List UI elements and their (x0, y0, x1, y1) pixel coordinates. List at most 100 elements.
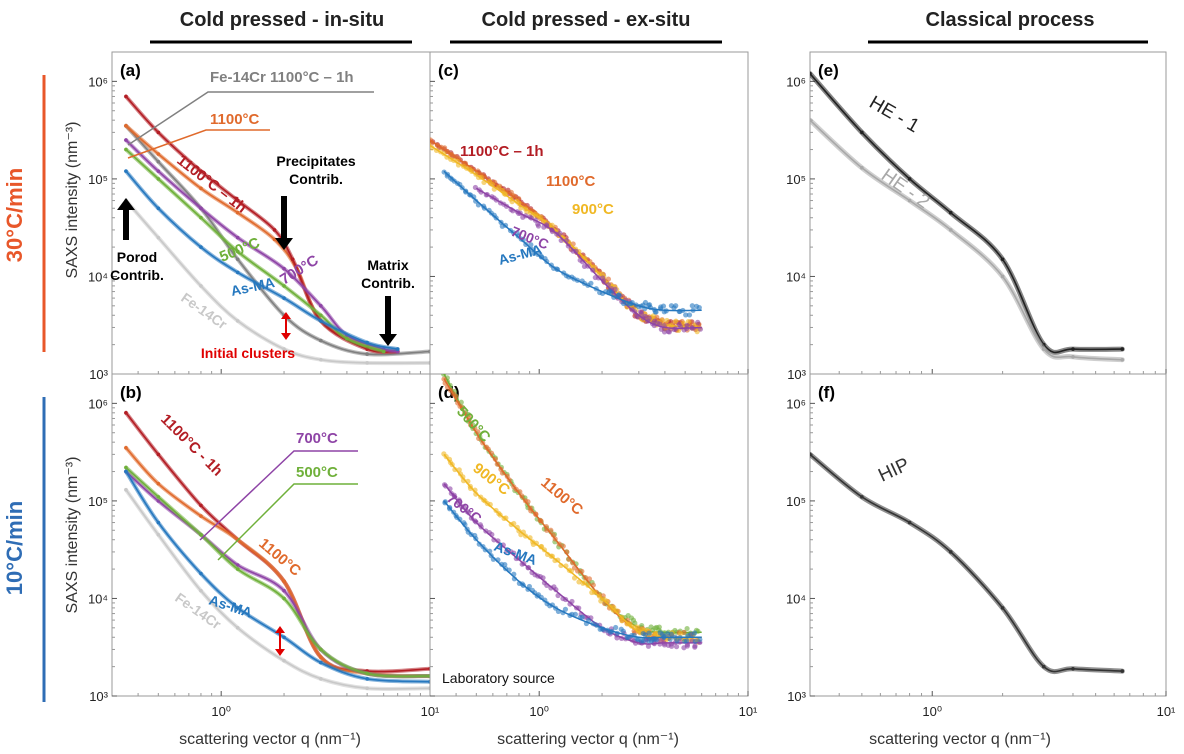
data-point (282, 284, 286, 288)
x-tick-label: 10¹ (421, 704, 440, 719)
series-data (810, 451, 1125, 675)
series-fit-line (475, 187, 702, 330)
data-point (696, 304, 702, 311)
series-label: 500°C (453, 403, 494, 446)
data-point (907, 198, 912, 203)
data-point (199, 284, 203, 288)
y-tick-label: 10⁵ (88, 494, 108, 509)
series-fit-line (810, 73, 1123, 354)
initial-clusters-arrow-b-head-up (275, 626, 285, 633)
data-point (686, 312, 693, 318)
data-point (199, 588, 203, 593)
series-1100-c-1h (124, 94, 400, 355)
data-point (345, 336, 349, 341)
data-point (199, 514, 203, 518)
series-data (124, 487, 430, 692)
series-data (124, 169, 400, 352)
series-label: Contrib. (361, 275, 415, 291)
series-label: 900°C (572, 201, 614, 218)
y-tick-label: 10³ (89, 689, 108, 704)
data-point (319, 660, 323, 665)
series-fit-line (125, 471, 430, 683)
data-point (365, 361, 369, 365)
data-point (156, 152, 161, 156)
data-point (562, 606, 569, 612)
matrix-arrow-head (379, 334, 397, 346)
data-point (466, 510, 472, 516)
series-label: 1100°C - 1h (157, 411, 226, 480)
data-point (646, 630, 652, 636)
data-point (467, 485, 474, 491)
x-tick-label: 10⁰ (529, 704, 549, 719)
series-label: As-MA (229, 274, 276, 299)
data-point (124, 446, 128, 450)
data-point (156, 177, 161, 181)
data-point (156, 159, 161, 164)
data-point (272, 228, 277, 232)
y-tick-label: 10³ (787, 689, 806, 704)
series-fit-line (125, 466, 430, 678)
data-point (660, 303, 667, 309)
series-label: 1100°C (546, 173, 596, 190)
data-point (156, 520, 161, 525)
data-point (608, 289, 614, 296)
x-tick-label: 10⁰ (922, 704, 942, 719)
data-point (695, 319, 701, 325)
source-annotation: Laboratory source (442, 670, 555, 686)
data-point (124, 469, 128, 474)
series-label: Contrib. (110, 267, 164, 283)
y-tick-label: 10⁴ (88, 269, 108, 284)
data-point (528, 242, 534, 248)
data-point (684, 625, 690, 632)
data-point (697, 636, 703, 643)
data-point (645, 643, 652, 649)
data-point (638, 310, 645, 317)
leader-line-500 (217, 483, 358, 561)
data-point (1041, 664, 1046, 669)
series-label: 1100°C – 1h (460, 143, 544, 160)
data-point (319, 304, 323, 308)
axes-box (429, 373, 749, 697)
series-label: Fe-14Cr (178, 289, 230, 332)
data-point (365, 352, 369, 356)
data-point (810, 118, 812, 122)
data-point (907, 177, 912, 181)
data-point (156, 452, 161, 457)
data-point (1000, 606, 1005, 610)
panel-letter: (b) (120, 383, 142, 402)
y-tick-label: 10⁵ (786, 172, 806, 187)
data-point (156, 169, 161, 173)
data-point (579, 614, 585, 620)
series-as-ma (124, 469, 430, 684)
data-point (235, 198, 240, 203)
series-label: As-MA (497, 241, 544, 268)
data-point (668, 631, 674, 637)
data-point (319, 357, 323, 362)
series-500-c (124, 147, 386, 354)
data-point (860, 130, 864, 135)
data-point (235, 606, 240, 610)
plot-area (810, 71, 1125, 363)
data-point (646, 315, 652, 321)
panel-letter: (c) (438, 61, 459, 80)
y-tick-label: 10⁶ (786, 74, 806, 89)
series-fit-line (125, 148, 384, 353)
series-700-c (472, 184, 704, 335)
plot-area (124, 410, 430, 692)
data-point (674, 638, 680, 644)
panel-b: 10³ 10⁴ 10⁵ 10⁶ 10⁰ 10¹ (b) 1100°C - 1h 700°C 500… (88, 373, 440, 719)
data-point (1120, 347, 1125, 351)
data-point (1071, 667, 1075, 671)
x-tick-label: 10¹ (1157, 704, 1176, 719)
panel-letter: (e) (818, 61, 839, 80)
series-label: 1100°C – 1h (174, 152, 250, 217)
data-point (156, 206, 161, 211)
data-point (282, 347, 286, 351)
data-point (235, 626, 240, 630)
data-point (653, 309, 659, 315)
row-label-30: 30°C/min (2, 168, 27, 262)
plot-area (810, 451, 1125, 675)
data-point (235, 249, 240, 254)
